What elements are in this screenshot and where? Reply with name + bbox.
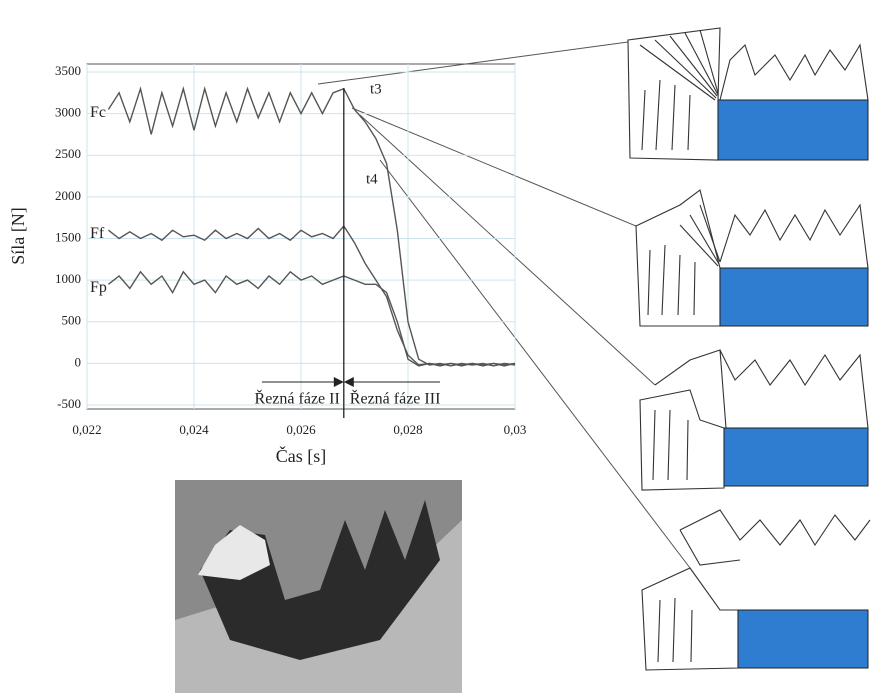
- y-tick-label: 1500: [55, 229, 81, 244]
- y-tick-label: 2500: [55, 146, 81, 161]
- arrow-head: [334, 377, 344, 387]
- x-axis-label: Čas [s]: [276, 445, 327, 466]
- y-tick-label: -500: [57, 396, 81, 411]
- annotation: Řezná fáze II: [255, 389, 340, 408]
- photo: [175, 480, 462, 693]
- x-tick-label: 0,028: [393, 422, 422, 437]
- y-tick-label: 0: [75, 354, 82, 369]
- series-line: [108, 89, 515, 366]
- series-line: [108, 272, 515, 366]
- chip-drawings: [628, 28, 870, 670]
- series-label: Ff: [90, 225, 105, 242]
- y-tick-label: 500: [62, 313, 82, 328]
- arrow-head: [344, 377, 354, 387]
- y-axis-label: Síla [N]: [8, 207, 28, 265]
- tool: [720, 268, 868, 326]
- tool: [738, 610, 868, 668]
- tool: [724, 428, 868, 486]
- x-tick-label: 0,026: [286, 422, 316, 437]
- y-tick-label: 3500: [55, 63, 81, 78]
- series-line: [108, 226, 515, 366]
- y-tick-label: 3000: [55, 105, 81, 120]
- tool: [718, 100, 868, 160]
- x-tick-label: 0,03: [504, 422, 527, 437]
- x-tick-label: 0,024: [179, 422, 209, 437]
- y-tick-label: 1000: [55, 271, 81, 286]
- y-tick-label: 2000: [55, 188, 81, 203]
- figure: Síla [N] Čas [s] -500 0 500 1000 1500 2000 250…: [0, 0, 880, 693]
- x-tick-label: 0,022: [72, 422, 101, 437]
- series-label: Fp: [90, 279, 107, 296]
- annotation: t4: [366, 171, 378, 187]
- series-label: Fc: [90, 104, 106, 121]
- annotation: t3: [370, 81, 382, 97]
- annotation: Řezná fáze III: [350, 389, 441, 408]
